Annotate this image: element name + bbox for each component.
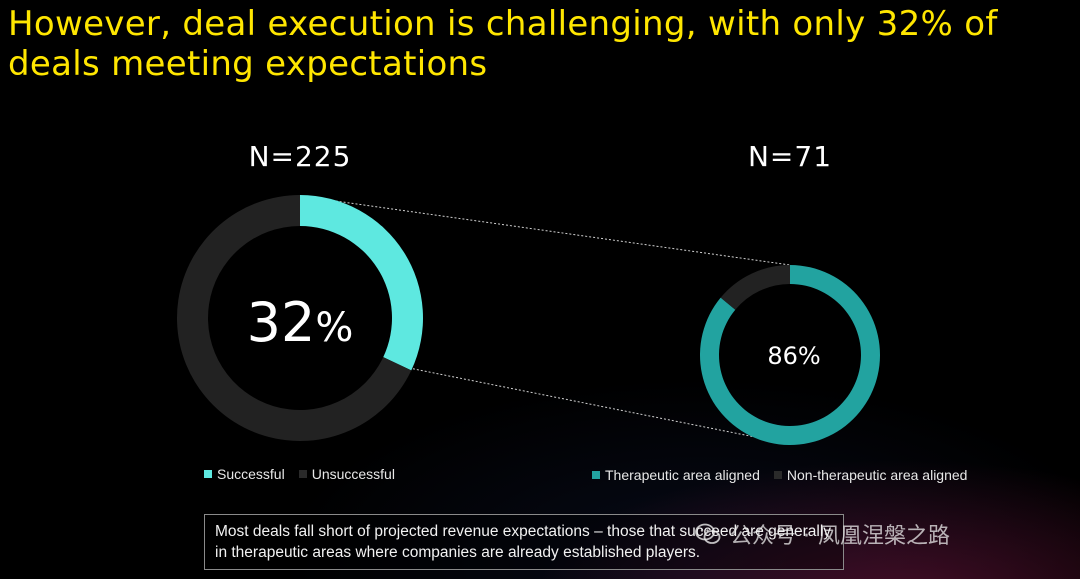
donut-therapeutic-alignment — [699, 265, 880, 445]
zoom-connector-top — [299, 195, 791, 266]
legend-label-unsuccessful: Unsuccessful — [311, 466, 395, 482]
legend-label-therapeutic: Therapeutic area aligned — [605, 467, 760, 483]
zoom-connector-bottom — [408, 367, 791, 445]
left-center-value: 32 — [247, 291, 316, 354]
right-center-label: 86% — [767, 342, 820, 370]
right-chart-title: N=71 — [747, 140, 833, 173]
left-legend: Successful Unsuccessful — [204, 466, 395, 482]
legend-item-non-therapeutic: Non-therapeutic area aligned — [773, 467, 968, 483]
legend-swatch-unsuccessful — [298, 470, 307, 478]
legend-label-non-therapeutic: Non-therapeutic area aligned — [786, 467, 968, 483]
left-chart-title: N=225 — [248, 140, 352, 173]
slice-non-therapeutic-aligned — [720, 265, 790, 310]
right-legend: Therapeutic area aligned Non-therapeutic… — [592, 467, 967, 483]
watermark-name: 凤凰涅槃之路 — [818, 524, 951, 549]
legend-item-successful: Successful — [204, 466, 285, 482]
legend-swatch-successful — [204, 470, 212, 478]
left-center-unit: % — [315, 305, 353, 351]
legend-label-successful: Successful — [217, 466, 285, 482]
legend-swatch-non-therapeutic — [773, 471, 782, 479]
legend-item-unsuccessful: Unsuccessful — [298, 466, 395, 482]
legend-swatch-therapeutic — [592, 471, 600, 479]
watermark: 公众号 · 凤凰涅槃之路 — [694, 518, 950, 550]
watermark-account-label: 公众号 · — [730, 524, 810, 549]
donut-deal-success — [176, 195, 423, 441]
callout-box: Most deals fall short of projected reven… — [204, 514, 844, 570]
slide-title: However, deal execution is challenging, … — [8, 4, 998, 84]
wechat-icon — [695, 523, 721, 544]
slice-successful — [300, 195, 423, 371]
legend-item-therapeutic: Therapeutic area aligned — [592, 467, 760, 483]
left-center-label: 32% — [247, 291, 354, 354]
